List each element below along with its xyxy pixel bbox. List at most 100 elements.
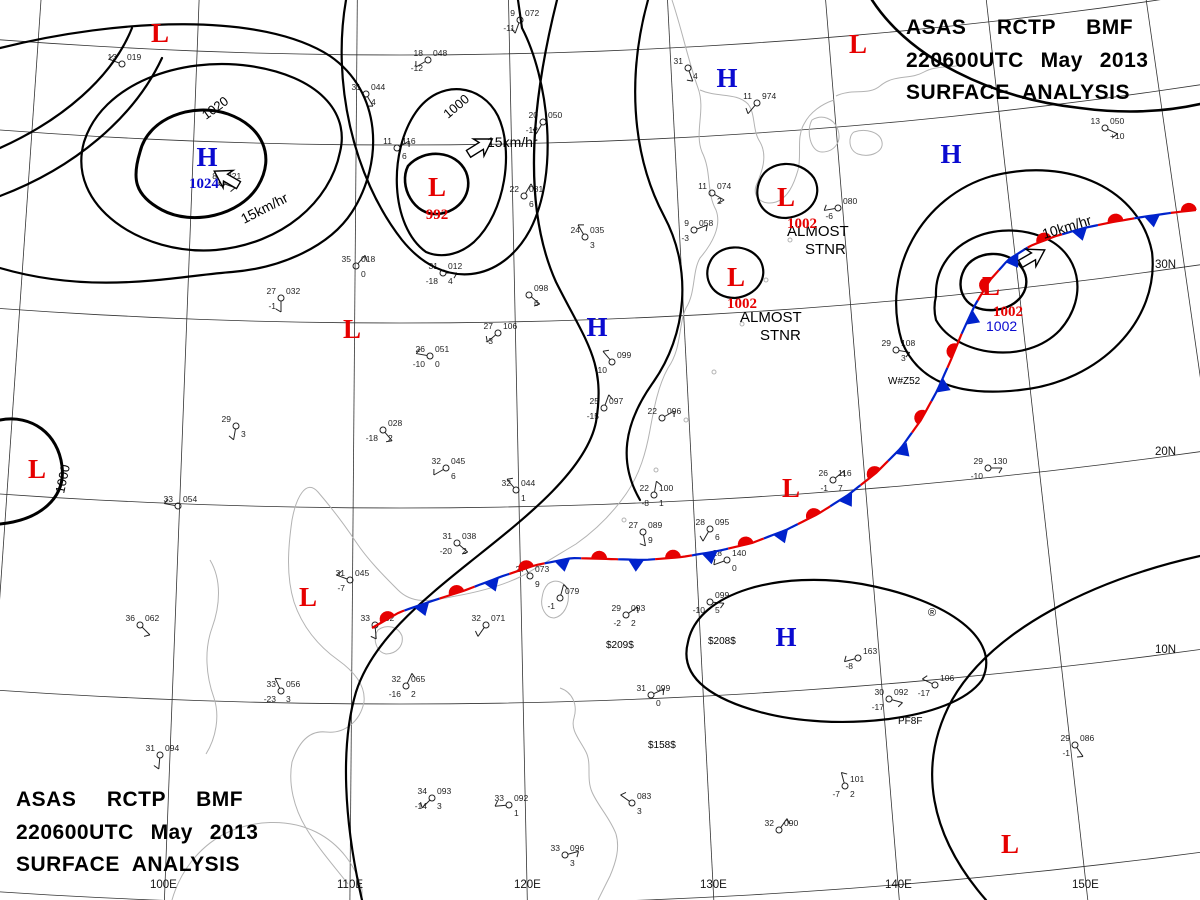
station-plot: 29 130 -10 [971,456,1008,481]
station-temp: 11 [743,91,752,101]
station-tendency: 3 [241,429,246,439]
wind-barb-tick [228,435,234,441]
station-plot: 31 099 0 [637,683,671,708]
cold-front-triangle [936,377,951,393]
station-dewpoint: -10 [971,471,984,481]
wind-barb-tick [153,765,160,770]
station-pressure: 045 [451,456,465,466]
station-pressure: 065 [411,674,425,684]
pressure-center-H: H [196,142,217,172]
wind-barb-tick [786,818,790,825]
station-pressure: 140 [732,548,746,558]
wind-barb [233,428,236,440]
station-temp: 28 [713,548,723,558]
station-tendency: 0 [656,698,661,708]
coastline [808,116,840,153]
station-temp: 9 [510,8,515,18]
wind-barb-tick [843,655,847,662]
station-dewpoint: -6 [825,211,833,221]
station-tendency: 3 [590,240,595,250]
movement-arrow [465,138,494,159]
cold-front-triangle [628,559,645,572]
wind-barb-tick [639,543,646,547]
cold-front-triangle [1004,253,1019,268]
pressure-center-L: L [1001,829,1019,859]
coastline [374,626,403,655]
wind-barb [840,772,845,784]
isobar [931,554,1200,900]
wind-barb [336,574,348,580]
station-pressure: 090 [784,818,798,828]
isobar [134,108,268,219]
station-temp: 24 [571,225,581,235]
station-temp: 31 [637,683,647,693]
meridian-line [508,0,528,900]
coastline [288,0,719,885]
station-temp: 31 [352,82,362,92]
station-dewpoint: -3 [681,233,689,243]
map-label: $208$ [708,636,736,647]
wind-barb [458,544,469,553]
station-dewpoint: -18 [366,433,379,443]
map-label: 1002 [986,318,1017,334]
station-pressure: 106 [940,673,954,683]
station-pressure: 044 [521,478,535,488]
front-line-segment [371,609,405,629]
station-temp: 13 [1091,116,1101,126]
station-temp: 28 [696,517,706,527]
station-pressure: 035 [590,225,604,235]
station-temp: 13 [108,52,118,62]
station-tendency: 3 [437,801,442,811]
wind-barb-tick [841,771,848,775]
station-dewpoint: -16 [389,689,402,699]
station-plot: 25 097 -15 [587,394,623,421]
cold-front-triangle [1071,227,1088,241]
station-plot: 31 045 -7 [336,568,370,593]
product-datetime: 220600UTC May 2013 [906,48,1149,72]
station-pressure: 089 [648,520,662,530]
station-pressure: 079 [565,586,579,596]
map-label: ALMOST [787,223,849,240]
latitude-label: 20N [1155,446,1176,458]
wind-barb [560,584,565,596]
parallel-line [0,264,1200,324]
wind-barb-tick [475,630,479,637]
pressure-center-value: 1002 [727,296,757,312]
wind-barb-tick [662,689,665,696]
island-dot [653,467,659,473]
warm-front-semicircle [914,409,927,425]
title-block-top-right: ASAS RCTP BMF 220600UTC May 2013 SURFACE… [906,12,1148,110]
front-line-segment [727,537,765,550]
coastline-layer [171,0,967,900]
island-dot [711,369,717,375]
station-pressure: 071 [491,613,505,623]
coastline [699,89,835,204]
warm-front-semicircle [1036,232,1052,244]
station-temp: 31 [146,743,156,753]
wind-barb-tick [275,677,282,680]
warm-front-semicircle [665,549,681,559]
station-dewpoint: -7 [832,789,840,799]
station-pressure: 019 [127,52,141,62]
station-tendency: 9 [535,579,540,589]
warm-front-semicircle [448,585,465,596]
wind-barb [141,626,151,636]
pressure-center-value: 1024 [189,176,220,192]
wind-barb [713,560,725,566]
station-pressure: 098 [534,283,548,293]
station-plot: 079 -1 [547,584,579,611]
warm-front-semicircle [518,560,534,571]
map-label: STNR [805,241,846,258]
station-temp: 18 [414,48,424,58]
station-temp: 33 [551,843,561,853]
station-tendency: +10 [1110,131,1125,141]
station-temp: 26 [819,468,829,478]
wind-barb [530,296,541,305]
product-type: SURFACE ANALYSIS [906,81,1130,105]
station-tendency: 6 [529,199,534,209]
station-dewpoint: -3 [485,336,493,346]
meridian-line [0,0,42,601]
isobar [625,0,684,502]
cold-front-triangle [701,551,718,565]
